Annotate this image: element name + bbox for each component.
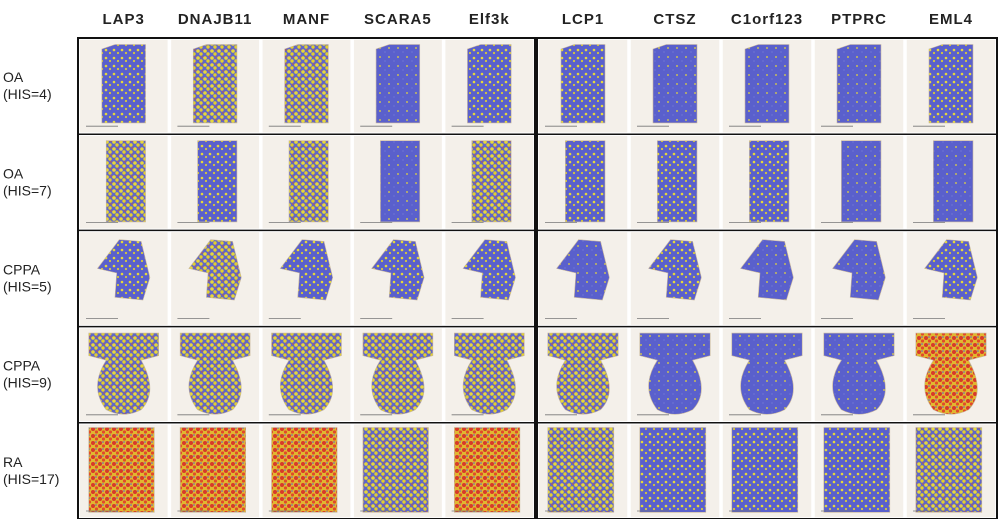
tissue-stain bbox=[89, 428, 155, 513]
tissue-stain bbox=[745, 45, 789, 123]
tissue-stain bbox=[929, 45, 973, 123]
row-labels: OA(HIS=4)OA(HIS=7)CPPA(HIS=5)CPPA(HIS=9)… bbox=[3, 69, 59, 487]
tissue-stain bbox=[285, 45, 329, 123]
tissue-stain bbox=[454, 428, 520, 513]
column-header: LAP3 bbox=[103, 11, 145, 28]
tissue-stain bbox=[193, 45, 237, 123]
tissue-stain bbox=[548, 428, 614, 513]
tissue-stain bbox=[363, 428, 429, 513]
tissue-stain bbox=[180, 428, 246, 513]
tissue-stain bbox=[837, 45, 881, 123]
tissue-stain bbox=[376, 45, 420, 123]
tissue-stain bbox=[272, 428, 338, 513]
column-header: Elf3k bbox=[469, 11, 510, 28]
column-header: SCARA5 bbox=[364, 11, 432, 28]
row-score: (HIS=5) bbox=[3, 279, 52, 295]
row-group: OA bbox=[3, 69, 24, 85]
tissue-stain bbox=[380, 141, 419, 222]
tissue-stain bbox=[102, 45, 146, 123]
column-headers: LAP3 DNAJB11 MANF SCARA5 Elf3k LCP1 CTSZ C1orf1… bbox=[103, 11, 973, 28]
row-score: (HIS=9) bbox=[3, 375, 52, 391]
row-group: CPPA bbox=[3, 262, 41, 278]
row-group: OA bbox=[3, 165, 24, 181]
tissue-stain bbox=[653, 45, 697, 123]
tissue-stain bbox=[640, 428, 706, 513]
row-score: (HIS=17) bbox=[3, 471, 59, 487]
tissue-stain bbox=[467, 45, 511, 123]
tissue-stain bbox=[841, 141, 881, 222]
column-header: PTPRC bbox=[831, 11, 887, 28]
column-header: EML4 bbox=[929, 11, 973, 28]
tissue-stain bbox=[106, 141, 145, 222]
tissue-stain bbox=[565, 141, 605, 222]
tissue-stain bbox=[824, 428, 890, 513]
column-header: DNAJB11 bbox=[178, 11, 253, 28]
column-header: LCP1 bbox=[562, 11, 604, 28]
tissue-stain bbox=[472, 141, 511, 222]
column-header: CTSZ bbox=[653, 11, 696, 28]
row-group: CPPA bbox=[3, 358, 41, 374]
tissue-stain bbox=[561, 45, 605, 123]
tissue-stain bbox=[933, 141, 973, 222]
figure: LAP3 DNAJB11 MANF SCARA5 Elf3k LCP1 CTSZ C1orf1… bbox=[0, 0, 998, 519]
tissue-stain bbox=[289, 141, 328, 222]
column-header: C1orf123 bbox=[731, 11, 803, 28]
column-header: MANF bbox=[283, 11, 330, 28]
row-score: (HIS=7) bbox=[3, 182, 52, 198]
tissue-stain bbox=[916, 428, 982, 513]
tissue-stain bbox=[198, 141, 237, 222]
tissue-stain bbox=[749, 141, 789, 222]
tissue-stain bbox=[732, 428, 798, 513]
tissue-stain bbox=[657, 141, 697, 222]
row-group: RA bbox=[3, 454, 23, 470]
row-score: (HIS=4) bbox=[3, 86, 52, 102]
